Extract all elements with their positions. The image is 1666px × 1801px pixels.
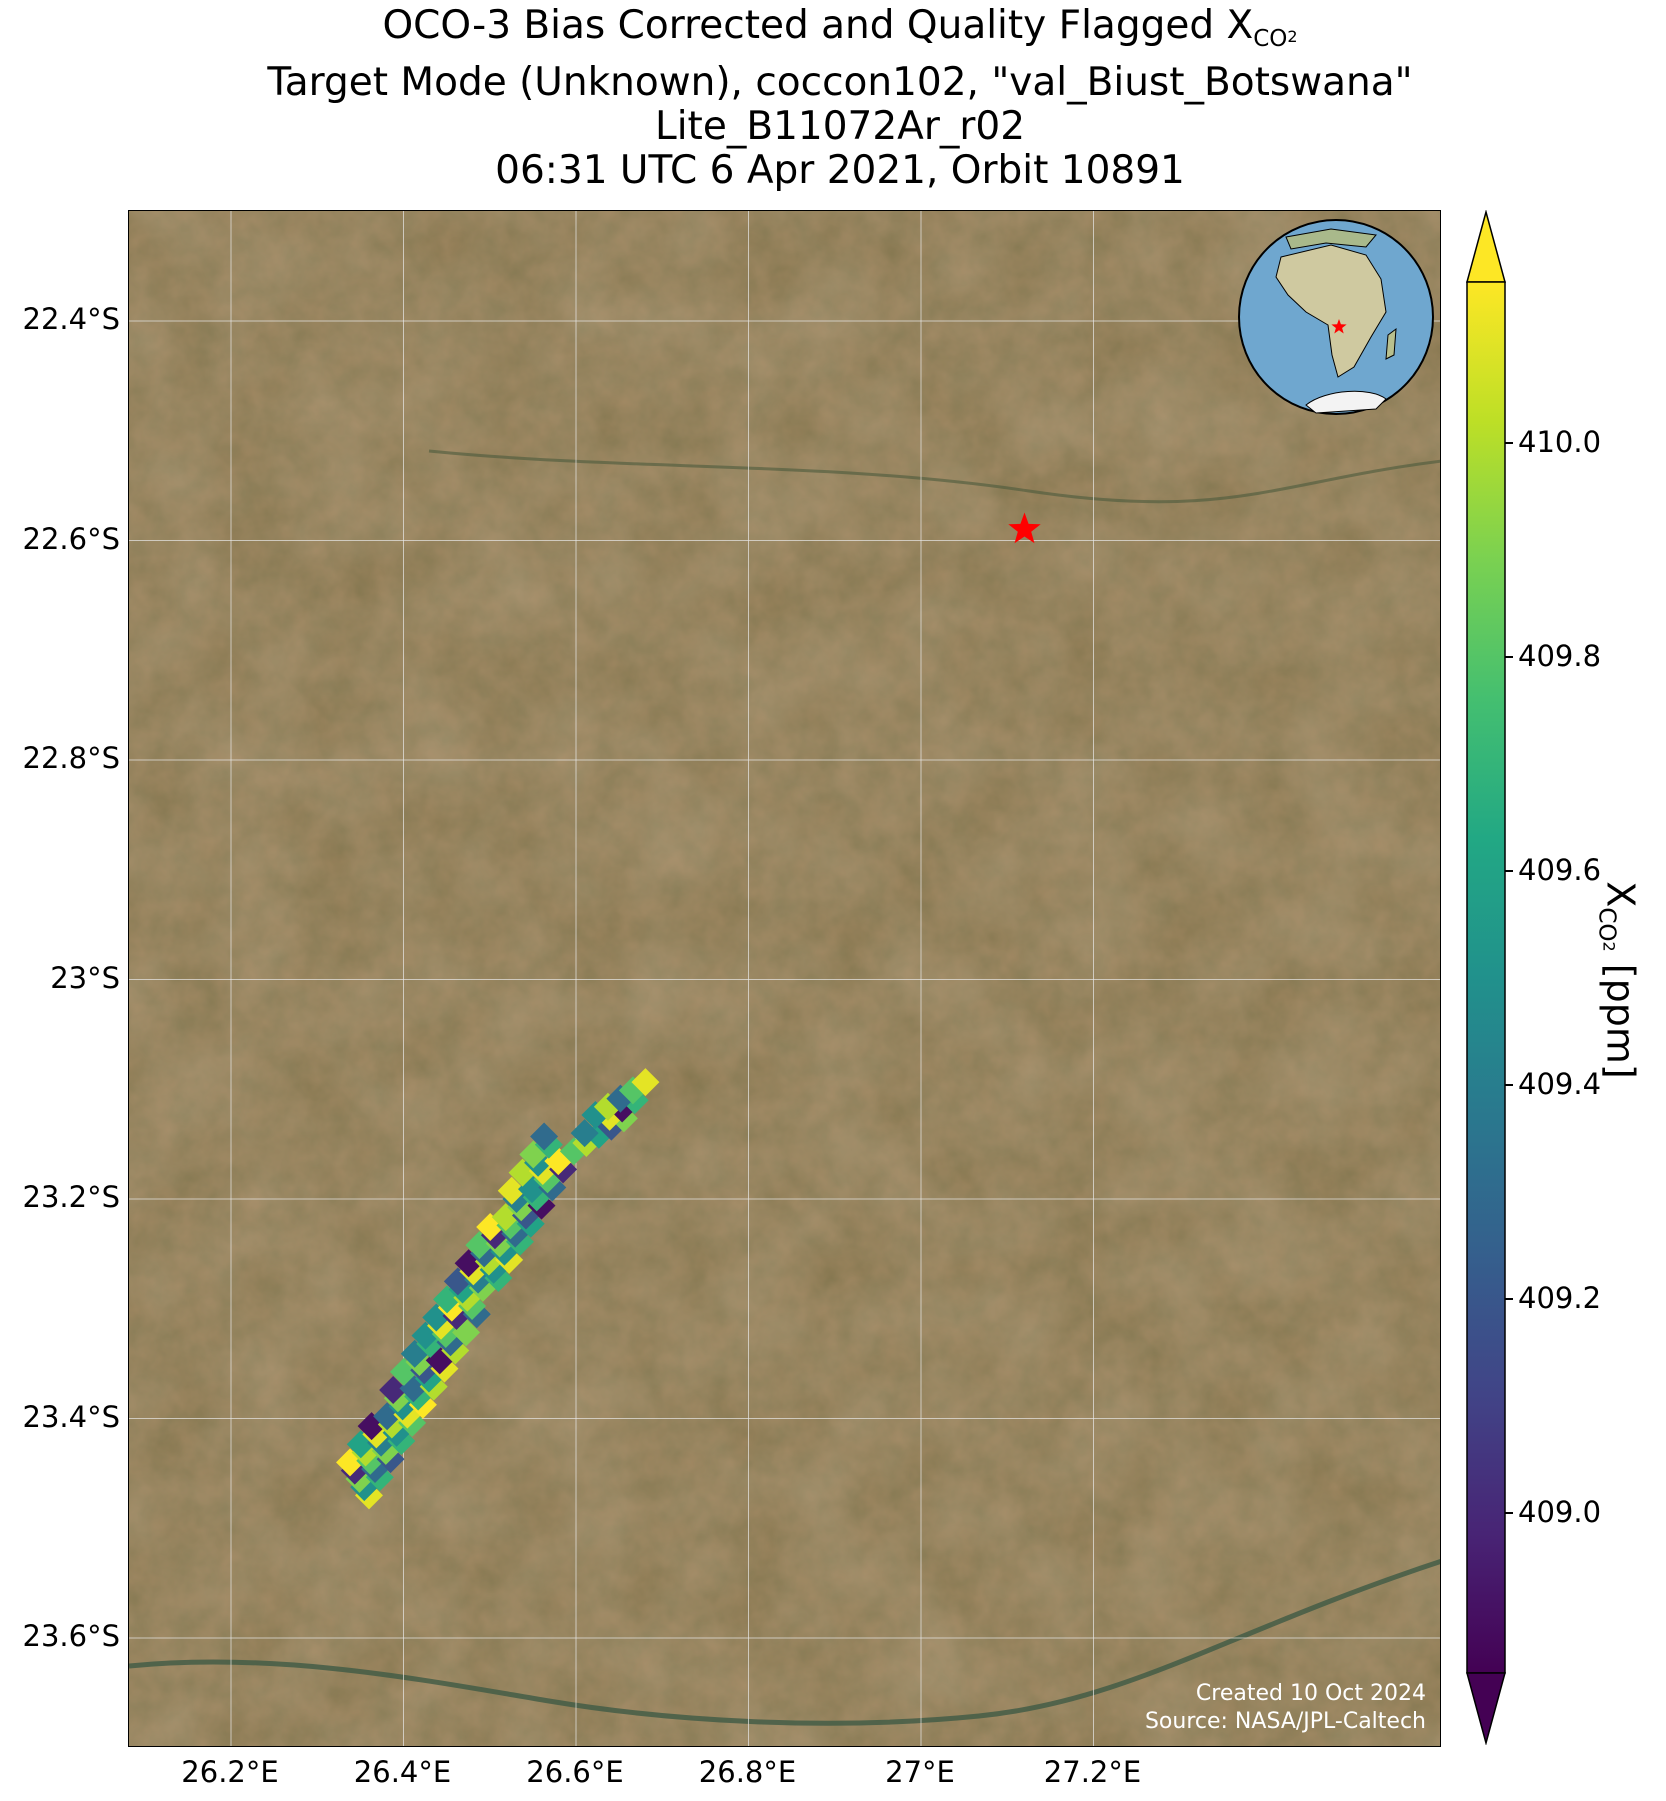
inset-target-star bbox=[1331, 319, 1347, 334]
colorbar-label: XCO2 [ppm] bbox=[1593, 881, 1643, 1079]
title-line-3: Lite_B11072Ar_r02 bbox=[654, 104, 1026, 149]
lat-tick-label: 23.2°S bbox=[22, 1180, 120, 1214]
europe-landmass bbox=[1285, 228, 1377, 250]
colorbar-tick-mark bbox=[1505, 1511, 1513, 1514]
plot-title: OCO-3 Bias Corrected and Quality Flagged… bbox=[110, 4, 1570, 193]
colorbar-tick-mark bbox=[1505, 1083, 1513, 1086]
credits: Created 10 Oct 2024 Source: NASA/JPL-Cal… bbox=[1145, 1680, 1426, 1736]
target-star-icon bbox=[1008, 512, 1041, 544]
colorbar-tick-label: 409.6 bbox=[1518, 852, 1602, 887]
africa-landmass bbox=[1275, 244, 1387, 378]
colorbar-extend-bottom bbox=[1466, 1672, 1506, 1746]
sounding-footprint bbox=[497, 1176, 526, 1205]
colorbar-tick-label: 410.0 bbox=[1518, 424, 1602, 459]
antarctica bbox=[1305, 390, 1387, 414]
river-line bbox=[129, 1559, 1440, 1726]
lat-tick-label: 23.4°S bbox=[22, 1399, 120, 1434]
title-line-4: 06:31 UTC 6 Apr 2021, Orbit 10891 bbox=[495, 148, 1185, 193]
sounding-footprint bbox=[530, 1122, 559, 1151]
sounding-footprint bbox=[519, 1140, 548, 1169]
colorbar-graphic bbox=[1466, 209, 1506, 1746]
sounding-footprint bbox=[631, 1068, 660, 1097]
lat-tick-label: 22.6°S bbox=[22, 521, 120, 556]
lon-tick-label: 26.8°E bbox=[698, 1755, 797, 1789]
colorbar-tick-label: 409.8 bbox=[1518, 638, 1602, 673]
lat-tick-label: 22.8°S bbox=[22, 741, 120, 775]
colorbar-tick-mark bbox=[1505, 869, 1513, 872]
sounding-footprint bbox=[570, 1119, 599, 1148]
colorbar bbox=[1466, 209, 1506, 1746]
colorbar-tick-mark bbox=[1505, 1297, 1513, 1300]
lon-tick-label: 26.4°E bbox=[353, 1755, 452, 1789]
colorbar-extend-top bbox=[1466, 209, 1506, 283]
xco2-soundings bbox=[336, 1068, 660, 1510]
terrain-texture-fine bbox=[129, 211, 1440, 1746]
lon-tick-label: 27.2°E bbox=[1043, 1755, 1142, 1789]
colorbar-tick-mark bbox=[1505, 441, 1513, 444]
title-line-2: Target Mode (Unknown), coccon102, "val_B… bbox=[267, 60, 1413, 105]
graticule bbox=[129, 211, 1440, 1746]
credits-created: Created 10 Oct 2024 bbox=[1195, 1681, 1426, 1706]
lat-tick-label: 22.4°S bbox=[22, 302, 120, 336]
lat-tick-label: 23.6°S bbox=[22, 1619, 120, 1653]
river-line-north bbox=[428, 449, 1440, 504]
madagascar bbox=[1385, 327, 1397, 360]
lat-tick-label: 23°S bbox=[50, 960, 120, 995]
sounding-footprint bbox=[379, 1375, 408, 1404]
colorbar-tick-label: 409.4 bbox=[1518, 1066, 1602, 1101]
lon-tick-label: 26.2°E bbox=[181, 1755, 279, 1789]
credits-source: Source: NASA/JPL-Caltech bbox=[1144, 1709, 1426, 1734]
colorbar-body bbox=[1466, 281, 1506, 1674]
lon-tick-label: 27°E bbox=[885, 1755, 955, 1789]
sounding-footprint bbox=[618, 1076, 647, 1105]
colorbar-tick-label: 409.0 bbox=[1518, 1494, 1602, 1529]
title-line-1: OCO-3 Bias Corrected and Quality Flagged… bbox=[382, 3, 1298, 53]
target-marker-layer bbox=[1008, 512, 1041, 544]
inset-globe bbox=[1238, 219, 1434, 415]
inset-star-icon bbox=[1331, 319, 1347, 334]
map-canvas bbox=[129, 211, 1440, 1746]
sounding-footprint bbox=[508, 1158, 537, 1187]
colorbar-tick-label: 409.2 bbox=[1518, 1280, 1602, 1315]
colorbar-tick-mark bbox=[1505, 655, 1513, 658]
lon-tick-label: 26.6°E bbox=[526, 1755, 624, 1789]
map-panel[interactable]: Created 10 Oct 2024 Source: NASA/JPL-Cal… bbox=[128, 210, 1441, 1747]
